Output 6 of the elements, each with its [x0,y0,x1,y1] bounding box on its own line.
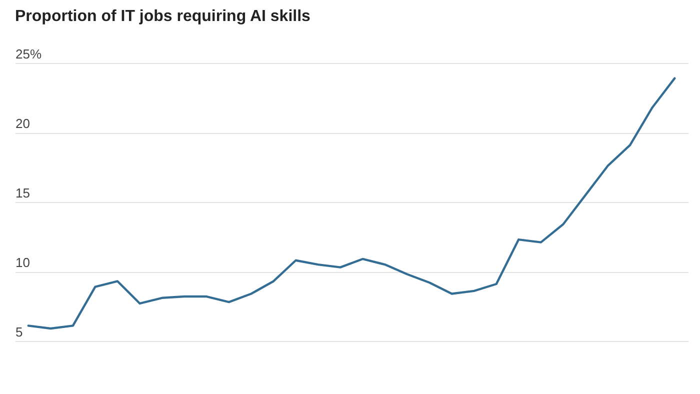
chart-title: Proportion of IT jobs requiring AI skills [15,8,310,26]
y-tick-label: 10 [16,255,30,270]
y-tick-label: 20 [16,116,30,131]
y-tick-label: 15 [16,186,30,200]
y-tick-label: 5 [16,324,23,340]
y-tick-label: 25% [16,46,42,62]
